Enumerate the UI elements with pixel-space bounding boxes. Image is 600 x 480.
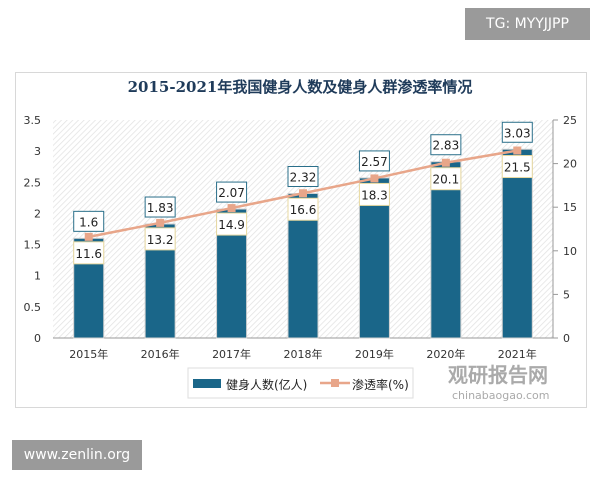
- left-tick-label: 2.5: [24, 176, 42, 189]
- bar-label-box: [144, 196, 176, 218]
- x-tick-label: 2017年: [212, 347, 251, 361]
- bar-data-label: 2.83: [432, 139, 459, 153]
- logo-watermark-cn: 观研报告网: [448, 363, 548, 387]
- right-tick-label: 10: [563, 245, 577, 258]
- right-tick-label: 15: [563, 201, 577, 214]
- legend-swatch-marker: [331, 379, 339, 387]
- left-tick-label: 1.5: [24, 239, 42, 252]
- logo-watermark-en: chinabaogao.com: [452, 389, 550, 402]
- legend-swatch-bar: [193, 379, 221, 388]
- line-data-label: 11.6: [75, 247, 102, 261]
- line-label-box: [501, 155, 533, 179]
- left-tick-label: 0.5: [24, 301, 42, 314]
- left-tick-label: 2: [34, 207, 41, 220]
- x-tick-label: 2021年: [498, 347, 537, 361]
- line-label-box: [287, 197, 319, 221]
- watermark-top-right: TG: MYYJJPP: [465, 8, 590, 40]
- bar: [501, 148, 533, 339]
- bar-data-label: 2.32: [290, 170, 317, 184]
- bar-data-label: 1.6: [79, 215, 98, 229]
- line-marker: [370, 174, 379, 183]
- x-tick-label: 2020年: [426, 347, 465, 361]
- watermark-bottom-left: www.zenlin.org: [12, 440, 142, 470]
- line-label-box: [73, 241, 105, 265]
- line-marker: [513, 146, 522, 155]
- bar-label-box: [216, 181, 248, 203]
- bar-data-label: 2.57: [361, 155, 388, 169]
- chart-frame: [15, 72, 587, 408]
- legend-box: [187, 367, 414, 399]
- bar-label-box: [73, 210, 105, 232]
- bar-label-box: [287, 165, 319, 187]
- right-tick-label: 5: [563, 288, 570, 301]
- bar-label-box: [430, 134, 462, 156]
- line-marker: [156, 218, 165, 227]
- right-tick-label: 25: [563, 114, 577, 127]
- right-tick-label: 20: [563, 158, 577, 171]
- line-marker: [84, 232, 93, 241]
- line-data-label: 16.6: [290, 203, 317, 217]
- bar-label-box: [501, 121, 533, 143]
- line-marker: [441, 158, 450, 167]
- left-tick-label: 3: [34, 145, 41, 158]
- left-tick-label: 0: [34, 332, 41, 345]
- bar: [430, 161, 462, 339]
- bar-label-box: [358, 150, 390, 172]
- left-tick-label: 1: [34, 270, 41, 283]
- line-label-box: [216, 212, 248, 236]
- line-label-box: [144, 227, 176, 251]
- chart-title: 2015-2021年我国健身人数及健身人群渗透率情况: [127, 78, 473, 96]
- line-marker: [299, 189, 307, 198]
- legend-label-line: 渗透率(%): [352, 377, 409, 392]
- line-data-label: 14.9: [218, 218, 245, 232]
- legend-label-bar: 健身人数(亿人): [226, 377, 307, 392]
- x-tick-label: 2018年: [284, 347, 323, 361]
- line-data-label: 20.1: [432, 173, 459, 187]
- right-tick-label: 0: [563, 332, 570, 345]
- line-label-box: [430, 167, 462, 191]
- x-tick-label: 2016年: [141, 347, 180, 361]
- left-tick-label: 3.5: [24, 114, 42, 127]
- bar-data-label: 1.83: [147, 201, 174, 215]
- line-data-label: 13.2: [147, 233, 174, 247]
- bar-data-label: 2.07: [218, 186, 245, 200]
- x-tick-label: 2015年: [69, 347, 108, 361]
- line-marker: [227, 204, 236, 213]
- line-label-box: [358, 182, 390, 206]
- x-tick-label: 2019年: [355, 347, 394, 361]
- line-data-label: 18.3: [361, 188, 388, 202]
- bar-data-label: 3.03: [504, 126, 531, 140]
- line-data-label: 21.5: [504, 161, 531, 175]
